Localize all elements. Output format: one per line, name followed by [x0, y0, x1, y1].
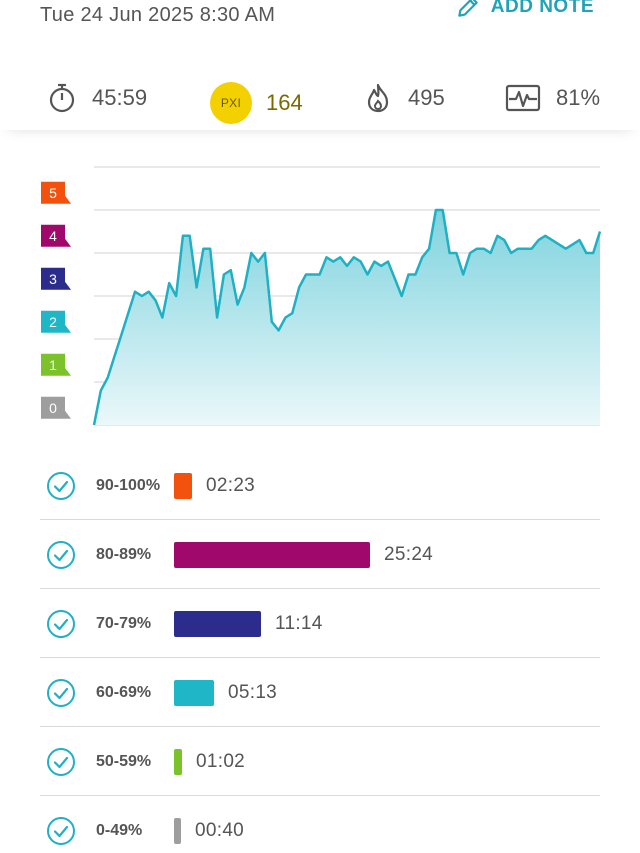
zone-row[interactable]: 80-89% 25:24 — [40, 521, 600, 589]
add-note-button[interactable]: ADD NOTE — [455, 0, 594, 20]
zone-tick-label: 4 — [49, 228, 57, 244]
zone-tick-tag — [41, 267, 71, 290]
stats-bar: 45:59 PXI 164 495 81% — [0, 70, 640, 130]
zone-row[interactable]: 50-59% 01:02 — [40, 728, 600, 796]
zone-bar — [174, 472, 192, 499]
zone-label: 60-69% — [96, 683, 152, 701]
zone-bar — [174, 610, 261, 637]
zone-time: 01:02 — [196, 750, 246, 772]
duration-value: 45:59 — [92, 85, 148, 110]
zone-tick-tag — [41, 224, 71, 247]
zone-row[interactable]: 90-100% 02:23 — [40, 452, 600, 520]
heart-rate-zone-chart: 0 1 2 3 4 5 — [41, 166, 602, 426]
zone-bar — [174, 748, 182, 775]
zone-tick-1: 1 — [41, 353, 71, 376]
calories-stat: 495 — [362, 82, 445, 114]
pxi-badge: PXI — [210, 82, 252, 124]
pencil-icon — [458, 0, 478, 17]
zone-label: 80-89% — [96, 545, 152, 563]
workout-datetime: Tue 24 Jun 2025 8:30 AM — [40, 4, 276, 26]
calories-value: 495 — [408, 85, 445, 110]
zone-label: 0-49% — [96, 822, 143, 839]
zone-bar — [174, 818, 181, 844]
zone-time: 11:14 — [275, 612, 323, 634]
effort-percent: 81% — [556, 85, 601, 110]
stopwatch-icon — [49, 83, 75, 113]
zone-time: 25:24 — [384, 543, 434, 565]
zone-tick-label: 0 — [49, 400, 57, 416]
check-circle-icon[interactable] — [46, 747, 76, 777]
zone-label: 50-59% — [96, 752, 152, 770]
zone-bar — [174, 679, 214, 706]
zone-label: 90-100% — [96, 476, 161, 494]
zone-time: 00:40 — [195, 820, 245, 841]
zone-row[interactable]: 60-69% 05:13 — [40, 659, 600, 727]
zone-tick-tag — [41, 353, 71, 376]
pxi-stat: PXI 164 — [210, 82, 303, 124]
zone-tick-3: 3 — [41, 267, 71, 290]
flame-icon — [367, 83, 389, 113]
zone-tick-label: 1 — [49, 357, 57, 373]
zone-tick-4: 4 — [41, 224, 71, 247]
zone-time: 05:13 — [228, 681, 278, 703]
zone-tick-label: 5 — [49, 185, 57, 201]
zone-tick-2: 2 — [41, 310, 71, 333]
effort-stat: 81% — [504, 82, 600, 114]
zone-row[interactable]: 70-79% 11:14 — [40, 590, 600, 658]
heart-monitor-icon — [505, 84, 541, 112]
pxi-value: 164 — [266, 90, 303, 115]
zone-tick-tag — [41, 310, 71, 333]
zone-tick-0: 0 — [41, 396, 71, 419]
top-bar: Tue 24 Jun 2025 8:30 AM ADD NOTE — [0, 0, 640, 40]
check-circle-icon[interactable] — [46, 816, 76, 846]
hr-area — [94, 210, 600, 425]
zone-tick-tag — [41, 396, 71, 419]
check-circle-icon[interactable] — [46, 678, 76, 708]
zone-tick-5: 5 — [41, 181, 71, 204]
zone-tick-label: 2 — [49, 314, 57, 330]
zone-tick-label: 3 — [49, 271, 57, 287]
check-circle-icon[interactable] — [46, 609, 76, 639]
zone-bar — [174, 541, 370, 568]
zone-tick-tag — [41, 181, 71, 204]
check-circle-icon[interactable] — [46, 540, 76, 570]
zone-label: 70-79% — [96, 614, 152, 632]
zone-time: 02:23 — [206, 474, 256, 496]
zone-row[interactable]: 0-49% 00:40 — [40, 797, 600, 853]
hr-line — [92, 208, 602, 426]
check-circle-icon[interactable] — [46, 471, 76, 501]
add-note-label: ADD NOTE — [490, 0, 594, 17]
duration-stat: 45:59 — [46, 82, 147, 114]
